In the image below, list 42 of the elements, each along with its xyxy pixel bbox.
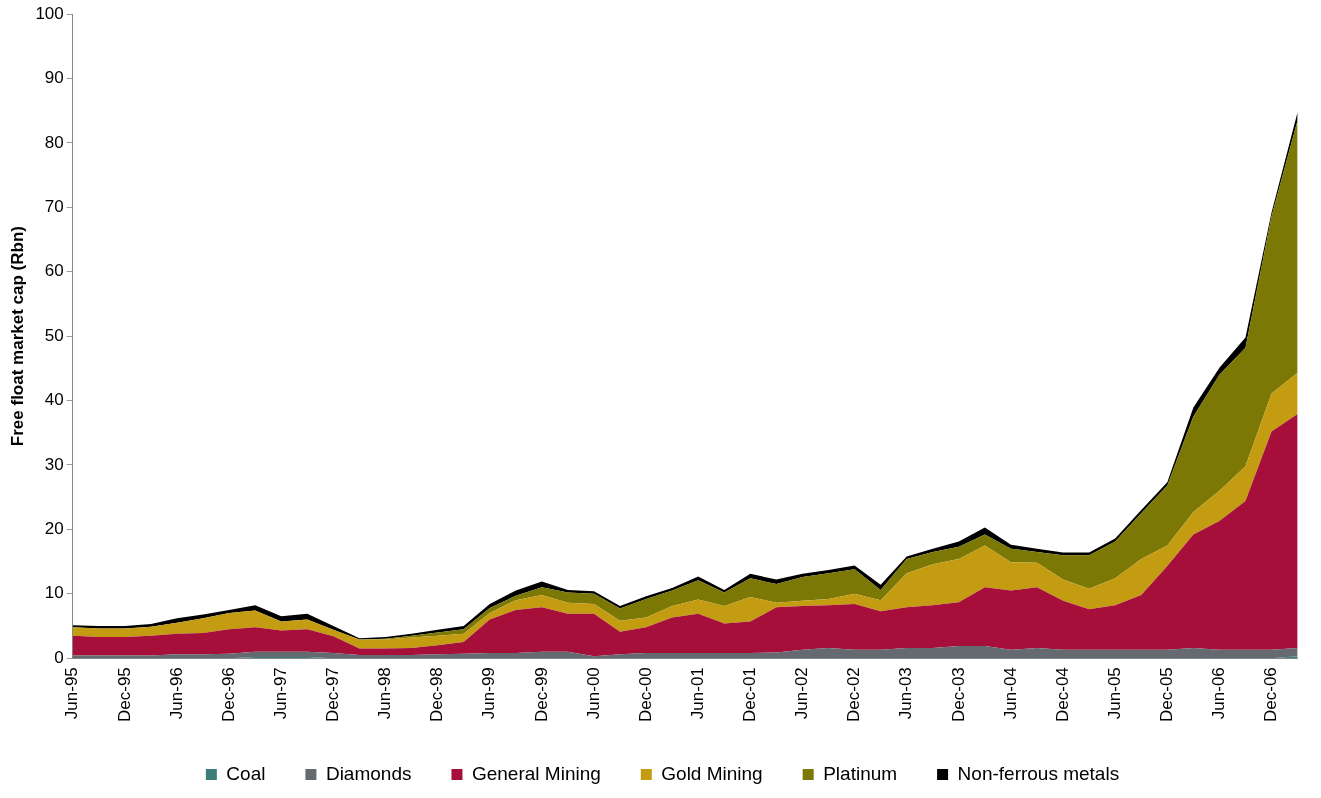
y-tick-label: 10: [44, 583, 64, 603]
x-tick-label: Jun-00: [583, 667, 603, 720]
y-tick-label: 40: [44, 390, 64, 410]
x-tick-label: Jun-99: [479, 667, 499, 720]
y-tick-label: 50: [44, 325, 64, 345]
legend-label: General Mining: [471, 762, 601, 784]
y-tick-label: 30: [44, 454, 64, 474]
y-tick-label: 90: [44, 68, 64, 88]
legend-label: Coal: [226, 762, 266, 784]
y-tick-label: 60: [44, 261, 64, 281]
y-tick-label: 70: [44, 196, 64, 216]
y-tick-label: 0: [54, 647, 64, 667]
legend-label: Diamonds: [325, 762, 412, 784]
x-tick-label: Jun-02: [792, 667, 812, 720]
x-tick-label: Dec-06: [1261, 667, 1281, 723]
x-tick-label: Jun-97: [270, 667, 290, 720]
x-tick-label: Dec-00: [635, 667, 655, 723]
x-tick-label: Jun-06: [1209, 667, 1229, 720]
x-tick-label: Jun-96: [166, 667, 186, 720]
y-axis-title: Free float market cap (Rbn): [7, 226, 27, 447]
x-tick-label: Dec-97: [323, 667, 343, 723]
x-tick-label: Jun-03: [896, 667, 916, 720]
x-tick-label: Jun-01: [687, 667, 707, 720]
legend-label: Gold Mining: [661, 762, 763, 784]
y-tick-label: 100: [35, 3, 64, 23]
x-tick-label: Dec-96: [218, 667, 238, 723]
x-tick-label: Dec-98: [427, 667, 447, 723]
x-tick-label: Jun-95: [62, 667, 82, 720]
x-tick-label: Dec-05: [1156, 667, 1176, 723]
x-tick-label: Dec-01: [740, 667, 760, 723]
x-tick-label: Dec-04: [1052, 667, 1072, 723]
x-tick-label: Dec-03: [948, 667, 968, 723]
y-tick-label: 80: [44, 132, 64, 152]
x-tick-label: Jun-98: [375, 667, 395, 720]
legend-label: Non-ferrous metals: [957, 762, 1120, 784]
x-tick-label: Dec-99: [531, 667, 551, 723]
x-tick-label: Dec-02: [844, 667, 864, 723]
x-tick-label: Dec-95: [114, 667, 134, 723]
y-tick-label: 20: [44, 519, 64, 539]
x-tick-label: Jun-05: [1104, 667, 1124, 720]
x-tick-label: Jun-04: [1000, 667, 1020, 720]
legend-label: Platinum: [823, 762, 898, 784]
